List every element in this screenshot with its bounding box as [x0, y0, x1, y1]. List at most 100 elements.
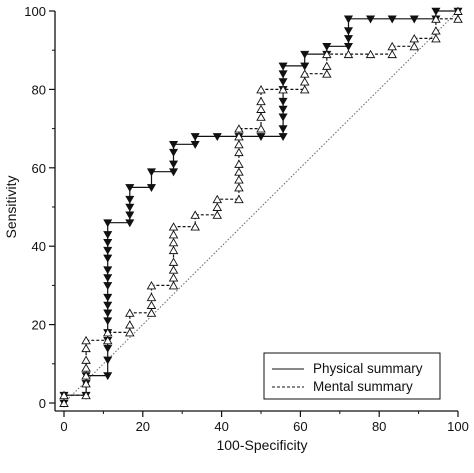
x-tick-label: 100: [447, 419, 469, 434]
mental-summary-point: [322, 61, 332, 70]
mental-summary-point: [212, 210, 223, 219]
mental-summary-point: [168, 280, 179, 290]
y-tick-label: 60: [32, 161, 46, 176]
axes: 0 20 40 60 80 100 0 20 40 60 80 100: [24, 4, 469, 434]
mental-summary-point: [256, 124, 266, 133]
physical-summary-point: [278, 113, 288, 122]
y-tick-label: 80: [32, 82, 46, 97]
mental-summary-point: [322, 49, 332, 59]
physical-summary-point: [103, 344, 113, 353]
mental-summary-point: [278, 84, 288, 94]
physical-summary-point: [103, 254, 113, 263]
y-tick-label: 20: [32, 318, 46, 333]
mental-summary-point: [234, 139, 244, 149]
physical-summary-point: [278, 78, 288, 87]
legend-mental-label: Mental summary: [313, 379, 413, 394]
x-tick-label: 40: [214, 419, 228, 434]
mental-summary-point: [146, 280, 157, 290]
mental-summary-point: [322, 69, 332, 78]
mental-summary-point: [81, 335, 91, 345]
mental-summary-point: [146, 308, 157, 317]
physical-summary-point: [103, 219, 113, 228]
mental-summary-point: [256, 104, 266, 113]
mental-summary-line: [63, 11, 459, 403]
mental-summary-point: [234, 175, 244, 184]
physical-summary-point: [212, 133, 222, 142]
mental-summary-point: [146, 300, 157, 309]
y-tick-label: 0: [39, 396, 46, 411]
physical-summary-point: [103, 266, 113, 275]
mental-summary-point: [387, 41, 397, 51]
physical-summary-point: [343, 35, 353, 44]
mental-summary-point: [168, 237, 179, 247]
mental-summary-point: [234, 147, 244, 157]
physical-summary-point: [190, 133, 200, 142]
physical-summary-point: [146, 168, 156, 177]
x-axis-title: 100-Specificity: [216, 437, 307, 453]
physical-summary-point: [278, 97, 288, 106]
physical-summary-point: [278, 105, 288, 114]
mental-summary-point: [168, 222, 179, 231]
mental-summary-point: [234, 167, 244, 176]
physical-summary-point: [278, 70, 288, 79]
mental-summary-point: [81, 390, 91, 400]
mental-summary-point: [299, 84, 310, 94]
mental-summary-point: [299, 69, 310, 78]
y-axis-title: Sensitivity: [3, 175, 19, 238]
mental-summary-point: [234, 194, 244, 204]
y-tick-label: 100: [24, 4, 46, 19]
physical-summary-point: [125, 219, 135, 228]
mental-summary-point: [81, 343, 91, 353]
legend: Physical summary Mental summary: [263, 352, 441, 400]
mental-summary-point: [168, 273, 179, 282]
mental-summary-point: [81, 378, 91, 388]
reference-diagonal-line: [63, 10, 459, 404]
mental-summary-point: [102, 335, 113, 345]
mental-summary-point: [190, 222, 200, 231]
physical-summary-point: [169, 160, 179, 169]
physical-summary-point: [322, 42, 332, 51]
mental-summary-point: [256, 84, 266, 94]
physical-summary-point: [103, 238, 113, 247]
x-tick-label: 20: [136, 419, 150, 434]
physical-summary-point: [278, 133, 288, 142]
mental-summary-point: [387, 49, 397, 59]
physical-summary-point: [103, 309, 113, 318]
mental-summary-point: [81, 371, 91, 380]
physical-summary-point: [169, 168, 179, 177]
mental-summary-point: [146, 292, 157, 302]
physical-summary-point: [343, 42, 353, 51]
mental-summary-point: [125, 328, 135, 337]
mental-summary-point: [168, 230, 179, 239]
physical-summary-point: [125, 211, 135, 220]
mental-summary-point: [81, 355, 91, 364]
plot-area: [59, 6, 463, 408]
mental-summary-point: [102, 328, 113, 337]
mental-summary-point: [168, 265, 179, 274]
legend-physical-label: Physical summary: [313, 361, 423, 376]
mental-summary-point: [234, 159, 244, 168]
mental-summary-point: [212, 194, 223, 204]
physical-summary-point: [146, 184, 156, 193]
physical-summary-point: [190, 140, 200, 149]
physical-summary-point: [431, 7, 441, 16]
mental-summary-point: [256, 112, 266, 121]
physical-summary-point: [103, 301, 113, 310]
physical-summary-point: [343, 15, 353, 24]
physical-summary-point: [103, 231, 113, 240]
mental-summary-point: [125, 308, 135, 317]
mental-summary-point: [256, 96, 266, 106]
mental-summary-point: [431, 26, 441, 35]
physical-summary-point: [278, 62, 288, 71]
mental-summary-point: [409, 41, 420, 51]
physical-summary-point: [169, 140, 179, 149]
mental-summary-point: [212, 202, 223, 211]
physical-summary-point: [103, 317, 113, 326]
mental-summary-point: [431, 34, 441, 43]
x-tick-label: 80: [372, 419, 386, 434]
mental-summary-point: [343, 49, 354, 59]
mental-summary-point: [453, 14, 463, 23]
physical-summary-point: [300, 50, 310, 59]
x-tick-label: 60: [293, 419, 307, 434]
